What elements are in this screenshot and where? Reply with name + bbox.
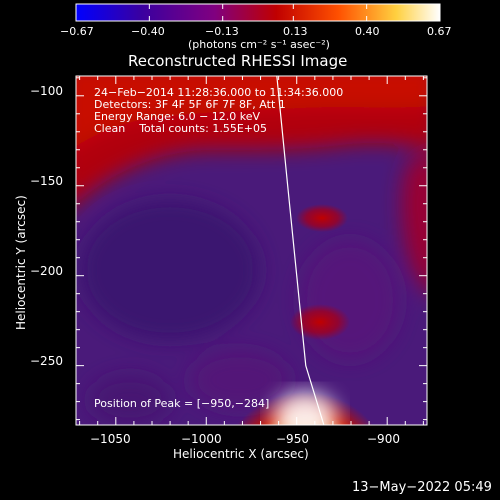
- x-tick-label: −950: [276, 432, 309, 446]
- plot-frame: [75, 75, 428, 426]
- colorbar-tick-label: 0.40: [355, 25, 380, 38]
- annotation-clean-counts: Clean Total counts: 1.55E+05: [94, 122, 268, 135]
- colorbar-tick-label: 0.13: [283, 25, 308, 38]
- annotation-detectors: Detectors: 3F 4F 5F 6F 7F 8F, Att 1: [94, 98, 286, 111]
- y-tick-label: −250: [30, 354, 63, 368]
- colorbar-ticks: [75, 4, 441, 21]
- y-tick-label: −100: [30, 84, 63, 98]
- x-tick-label: −1050: [90, 432, 131, 446]
- x-axis-label: Heliocentric X (arcsec): [173, 447, 309, 461]
- x-tick-label: −900: [367, 432, 400, 446]
- colorbar-tick-label: −0.13: [205, 25, 239, 38]
- x-tick-label: −1000: [181, 432, 222, 446]
- heatmap: [76, 76, 427, 425]
- y-axis-ticks: [76, 77, 427, 421]
- colorbar-tick-label: −0.40: [131, 25, 165, 38]
- peak-position-label: Position of Peak = [−950,−284]: [94, 397, 270, 410]
- annotation-time-range: 24−Feb−2014 11:28:36.000 to 11:34:36.000: [94, 86, 344, 99]
- colorbar-units-label: (photons cm⁻² s⁻¹ asec⁻²): [188, 38, 330, 51]
- colorbar-tick-label: 0.67: [427, 25, 452, 38]
- y-tick-label: −150: [30, 174, 63, 188]
- colorbar-tick-label: −0.67: [60, 25, 94, 38]
- solar-limb-curve: [276, 76, 325, 425]
- footer-date: 13−May−2022 05:49: [352, 480, 492, 495]
- chart-title: Reconstructed RHESSI Image: [128, 52, 348, 70]
- annotation-energy-range: Energy Range: 6.0 − 12.0 keV: [94, 110, 261, 123]
- colorbar: [75, 3, 441, 22]
- y-tick-label: −200: [30, 264, 63, 278]
- y-axis-label: Heliocentric Y (arcsec): [14, 195, 28, 330]
- x-axis-ticks: [79, 76, 424, 425]
